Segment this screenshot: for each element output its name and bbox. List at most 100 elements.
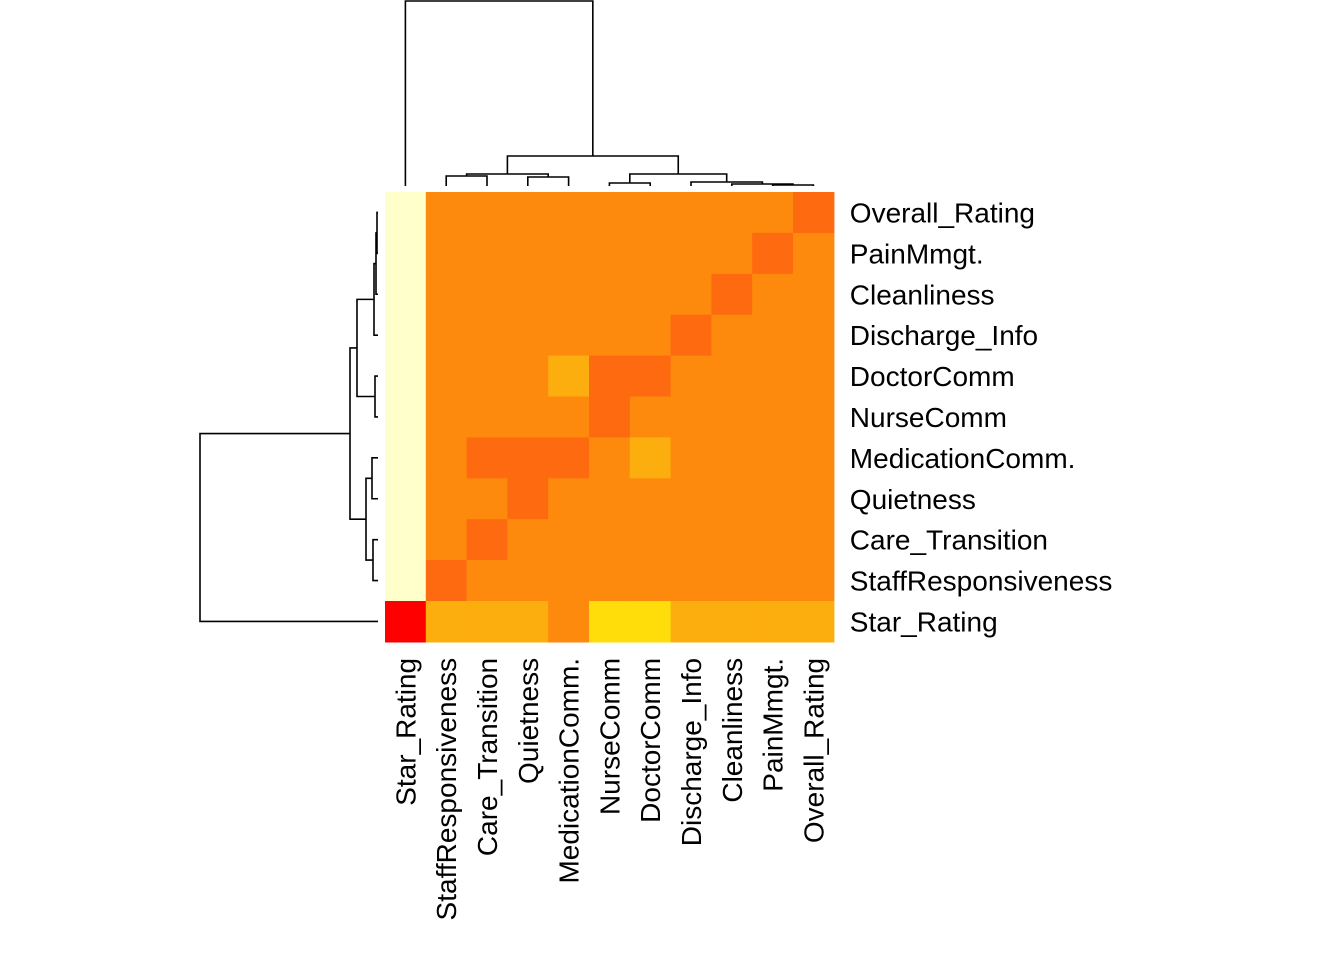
- heatmap-cells: [385, 192, 835, 643]
- heatmap-cell-r8-c6: [629, 519, 672, 561]
- heatmap-cell-r6-c0: [385, 437, 427, 479]
- col-label-painmmgt: PainMmgt.: [758, 658, 789, 792]
- heatmap-cell-r6-c6: [629, 437, 672, 479]
- heatmap-cell-r5-c3: [507, 396, 549, 438]
- heatmap-cell-r1-c7: [670, 232, 712, 275]
- heatmap-cell-r10-c10: [793, 601, 835, 643]
- col-label-star-rating: Star_Rating: [390, 658, 421, 806]
- heatmap-cell-r6-c9: [752, 437, 794, 479]
- heatmap-cell-r10-c0: [385, 601, 427, 643]
- heatmap-cell-r7-c4: [548, 478, 590, 520]
- column-labels: Star_Rating StaffResponsiveness Care_Trans…: [390, 658, 829, 921]
- row-dendrogram-merge-0: [376, 211, 378, 255]
- row-dendrogram-merge-3: [374, 375, 378, 418]
- heatmap-cell-r10-c7: [670, 601, 712, 643]
- heatmap-cell-r5-c0: [385, 396, 427, 438]
- heatmap-cell-r5-c8: [711, 396, 753, 438]
- heatmap-cell-r6-c7: [670, 437, 712, 479]
- heatmap-cell-r9-c6: [629, 560, 672, 602]
- heatmap-cell-r6-c1: [425, 437, 468, 479]
- heatmap-cell-r1-c5: [589, 232, 631, 275]
- heatmap-cell-r4-c4: [548, 355, 590, 398]
- heatmap-cell-r7-c9: [752, 478, 794, 520]
- row-dendrogram-merge-5: [371, 457, 378, 500]
- heatmap-cell-r4-c6: [629, 355, 672, 398]
- heatmap-cell-r1-c8: [711, 232, 753, 275]
- heatmap-cell-r0-c5: [589, 192, 631, 234]
- heatmap-cell-r4-c10: [793, 355, 835, 398]
- heatmap-cell-r3-c10: [793, 314, 835, 357]
- heatmap-cell-r9-c0: [385, 560, 427, 602]
- heatmap-cell-r5-c9: [752, 396, 794, 438]
- row-label-star-rating: Star_Rating: [850, 607, 998, 638]
- heatmap-cell-r3-c9: [752, 314, 794, 357]
- heatmap-cell-r7-c6: [629, 478, 672, 520]
- row-dendrogram-merge-8: [349, 347, 366, 520]
- heatmap-cell-r7-c0: [385, 478, 427, 520]
- heatmap-cell-r5-c10: [793, 396, 835, 438]
- heatmap-cell-r7-c2: [466, 478, 508, 520]
- heatmap-cell-r1-c6: [629, 232, 672, 275]
- row-dendrogram: [199, 211, 378, 623]
- row-label-quietness: Quietness: [850, 484, 976, 515]
- heatmap-cell-r1-c3: [507, 232, 549, 275]
- col-label-staffresponsiveness: StaffResponsiveness: [431, 658, 462, 921]
- heatmap-cell-r8-c9: [752, 519, 794, 561]
- heatmap-cell-r3-c7: [670, 314, 712, 357]
- heatmap-cell-r0-c9: [752, 192, 794, 234]
- row-dendrogram-merge-9: [199, 432, 378, 623]
- col-label-nursecomm: NurseComm: [594, 658, 625, 815]
- heatmap-cell-r2-c0: [385, 273, 427, 316]
- heatmap-cell-r10-c6: [629, 601, 672, 643]
- heatmap-cell-r6-c10: [793, 437, 835, 479]
- heatmap-cell-r9-c9: [752, 560, 794, 602]
- heatmap-cell-r4-c3: [507, 355, 549, 398]
- col-dendrogram-merge-5: [445, 175, 488, 186]
- heatmap-cell-r6-c5: [589, 437, 631, 479]
- heatmap-cell-r9-c10: [793, 560, 835, 602]
- row-label-overall-rating: Overall_Rating: [850, 197, 1035, 228]
- heatmap-cell-r8-c8: [711, 519, 753, 561]
- heatmap-cell-r5-c1: [425, 396, 468, 438]
- heatmap-cell-r0-c0: [385, 192, 427, 234]
- col-dendrogram-merge-3: [608, 182, 651, 186]
- heatmap-cell-r9-c8: [711, 560, 753, 602]
- heatmap-cell-r10-c5: [589, 601, 631, 643]
- heatmap-cell-r7-c5: [589, 478, 631, 520]
- heatmap-cell-r10-c3: [507, 601, 549, 643]
- row-label-doctorcomm: DoctorComm: [850, 361, 1015, 392]
- heatmap-cell-r0-c1: [425, 192, 468, 234]
- heatmap-cell-r8-c5: [589, 519, 631, 561]
- heatmap-cell-r3-c1: [425, 314, 468, 357]
- heatmap-cell-r3-c2: [466, 314, 508, 357]
- heatmap-cell-r7-c1: [425, 478, 468, 520]
- row-label-nursecomm: NurseComm: [850, 402, 1007, 433]
- heatmap-cell-r1-c9: [752, 232, 794, 275]
- heatmap-cell-r10-c8: [711, 601, 753, 643]
- heatmap-cell-r0-c2: [466, 192, 508, 234]
- heatmap-cell-r5-c4: [548, 396, 590, 438]
- heatmap-cell-r4-c5: [589, 355, 631, 398]
- row-label-care-transition: Care_Transition: [850, 525, 1048, 556]
- heatmap-cell-r1-c0: [385, 232, 427, 275]
- heatmap-cell-r6-c8: [711, 437, 753, 479]
- heatmap-cell-r7-c3: [507, 478, 549, 520]
- heatmap-cell-r4-c9: [752, 355, 794, 398]
- row-labels: Overall_Rating PainMmgt. Cleanliness Discha…: [850, 197, 1113, 637]
- col-dendrogram-merge-0: [771, 184, 815, 186]
- heatmap-cell-r8-c1: [425, 519, 468, 561]
- heatmap-cell-r4-c7: [670, 355, 712, 398]
- heatmap-cell-r4-c1: [425, 355, 468, 398]
- heatmap-cell-r9-c4: [548, 560, 590, 602]
- heatmap-cell-r2-c3: [507, 273, 549, 316]
- row-dendrogram-merge-6: [372, 538, 378, 582]
- col-dendrogram-merge-9: [404, 0, 594, 186]
- heatmap-cell-r10-c9: [752, 601, 794, 643]
- heatmap-cell-r6-c2: [466, 437, 508, 479]
- col-dendrogram-merge-6: [527, 176, 570, 186]
- row-dendrogram-merge-4: [356, 298, 375, 398]
- heatmap-cell-r2-c9: [752, 273, 794, 316]
- heatmap-cell-r3-c4: [548, 314, 590, 357]
- heatmap-cell-r2-c10: [793, 273, 835, 316]
